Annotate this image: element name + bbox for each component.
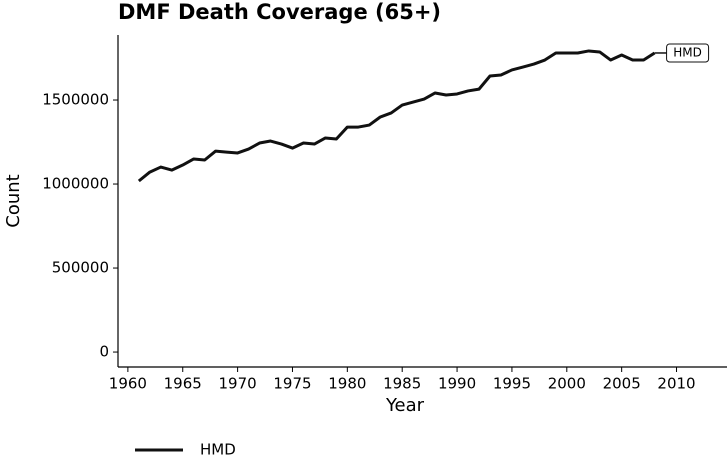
x-tick-label: 1980 — [328, 375, 366, 393]
end-label: HMD — [673, 45, 702, 59]
x-tick-label: 1985 — [383, 375, 421, 393]
y-tick-label: 500000 — [52, 259, 109, 277]
legend-label: HMD — [200, 441, 236, 459]
x-tick-label: 1965 — [164, 375, 202, 393]
end-label-box — [666, 43, 710, 63]
y-tick-label: 1000000 — [42, 175, 109, 193]
chart-title: DMF Death Coverage (65+) — [118, 0, 441, 24]
y-tick-label: 1500000 — [42, 91, 109, 109]
x-axis-label: Year — [385, 395, 425, 416]
x-tick-label: 2000 — [548, 375, 586, 393]
x-tick-label: 1995 — [493, 375, 531, 393]
x-tick-label: 1960 — [109, 375, 147, 393]
y-tick-label: 0 — [99, 343, 109, 361]
x-tick-label: 2005 — [603, 375, 641, 393]
x-tick-label: 2010 — [657, 375, 695, 393]
y-axis-label: Count — [3, 174, 24, 227]
x-tick-label: 1970 — [219, 375, 257, 393]
x-tick-label: 1990 — [438, 375, 476, 393]
x-tick-label: 1975 — [273, 375, 311, 393]
data-line — [137, 49, 656, 183]
